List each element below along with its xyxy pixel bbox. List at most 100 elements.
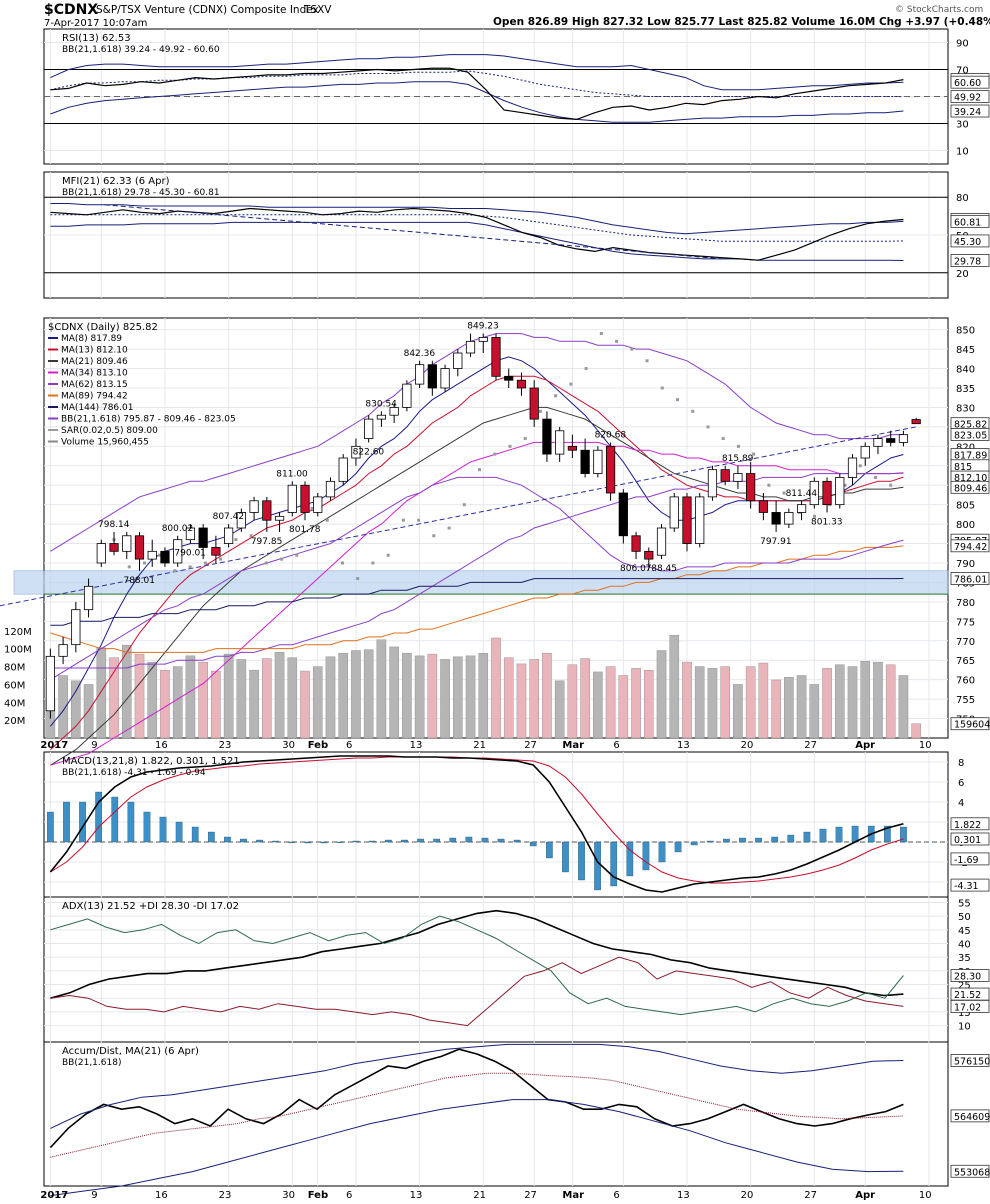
sar-dot (219, 557, 223, 561)
x-axis-label: Feb (308, 740, 328, 751)
price-right-label-tag-text: 812.10 (954, 473, 987, 484)
candle-body (300, 484, 310, 513)
price-y-tick: 800 (956, 520, 975, 531)
candle-body (287, 484, 297, 513)
x-axis-label: 6 (346, 740, 352, 751)
sar-dot (752, 452, 756, 456)
macd-hist-bar (320, 841, 328, 844)
candle-body (720, 469, 730, 482)
volume-bar (262, 658, 272, 739)
x-axis-label-bottom: 23 (219, 1190, 232, 1201)
sar-dot (478, 468, 482, 472)
macd-hist-bar (336, 841, 344, 843)
rsi-last-tag (950, 104, 990, 118)
rsi-title: RSI(13) 62.53 (62, 33, 131, 44)
mfi-last-tag (950, 254, 990, 267)
ad-legend: BB(21,1.618) (62, 1058, 121, 1068)
x-axis-label: Mar (562, 740, 584, 751)
adx-y-tick: 15 (958, 1008, 971, 1019)
price-annotation: 806.07 (620, 564, 652, 574)
price-annotation: 822.60 (353, 447, 385, 457)
x-axis-label-bottom: Apr (855, 1190, 875, 1201)
ad-series-0 (49, 1048, 904, 1149)
candle-body (402, 383, 412, 408)
volume-bar (160, 669, 170, 739)
macd-last-tag (950, 852, 990, 866)
macd-hist-bar (739, 837, 746, 843)
macd-hist-bar (224, 836, 231, 843)
volume-bar (529, 659, 539, 739)
sar-dot (295, 553, 299, 557)
price-annotation: 790.01 (174, 549, 206, 559)
price-right-label-tag (950, 480, 990, 494)
ma-line-bb-lower (50, 476, 904, 681)
sar-dot (873, 475, 877, 479)
macd-hist-bar (240, 838, 247, 843)
volume-bar (516, 663, 527, 739)
sar-dot (706, 425, 710, 429)
candle-body (364, 418, 374, 439)
mfi-y-tick: 80 (956, 193, 969, 204)
x-axis-label: 6 (613, 740, 619, 751)
price-annotation: 830.54 (365, 399, 397, 409)
x-axis-label-bottom: 13 (410, 1190, 423, 1201)
ad-series-2 (50, 1043, 904, 1129)
macd-hist-bar (288, 841, 296, 843)
mfi-trendline (104, 204, 722, 260)
candle-body (567, 445, 577, 451)
price-y-tick: 770 (956, 637, 975, 648)
x-axis-label: 13 (410, 740, 423, 751)
ma-line-ma-34- (50, 441, 904, 766)
adx-title: ADX(13) 21.52 +DI 28.30 -DI 17.02 (62, 901, 239, 912)
volume-bar (211, 670, 221, 739)
candle-body (580, 449, 590, 474)
macd-hist-bar (143, 811, 151, 843)
volume-bar (554, 680, 565, 739)
volume-bar (172, 666, 183, 739)
volume-bar (707, 668, 718, 739)
macd-hist-bar (690, 841, 698, 846)
sar-dot (264, 561, 268, 565)
sar-dot (538, 409, 542, 413)
adx-last-tag-text: 17.02 (954, 1002, 981, 1013)
volume-bar (440, 659, 450, 739)
panel-frame-macd (43, 751, 949, 898)
sar-dot (462, 503, 466, 507)
volume-tick: 60M (4, 680, 25, 691)
x-axis-label-bottom: 16 (155, 1190, 168, 1201)
volume-bar (733, 684, 743, 739)
candle-body (555, 430, 565, 455)
x-axis-label: 27 (524, 740, 537, 751)
volume-tick: 100M (4, 645, 32, 656)
price-right-label-tag (950, 717, 990, 731)
x-axis-label-bottom: Mar (562, 1190, 584, 1201)
price-right-label-tag-text: 825.82 (954, 420, 987, 431)
sar-dot (523, 437, 527, 441)
macd-hist-bar (368, 840, 376, 843)
candle-body (695, 496, 705, 544)
volume-bar (414, 655, 425, 739)
macd-hist-bar (304, 841, 312, 844)
volume-bar (631, 668, 641, 739)
macd-hist-bar (900, 826, 907, 843)
candle-body (96, 543, 106, 564)
macd-last-tag-text: -1.69 (954, 855, 979, 866)
macd-hist-bar (642, 841, 650, 871)
macd-hist-bar (417, 838, 424, 843)
macd-hist-bar (159, 816, 167, 843)
ad-series-3 (50, 1099, 904, 1197)
sar-dot (736, 444, 740, 448)
rsi-last-tag-text: 49.92 (954, 93, 981, 104)
candle-body (211, 547, 221, 556)
volume-bar (363, 649, 374, 739)
x-axis-label: 30 (282, 740, 295, 751)
macd-hist-bar (723, 838, 730, 843)
ma-line-ma-89- (50, 545, 904, 653)
volume-bar (898, 675, 909, 739)
candle-body (758, 500, 768, 513)
macd-hist-bar (626, 841, 634, 877)
price-title: $CDNX (Daily) 825.82 (48, 322, 158, 333)
price-y-tick: 755 (956, 695, 975, 706)
macd-hist-bar (95, 791, 103, 843)
